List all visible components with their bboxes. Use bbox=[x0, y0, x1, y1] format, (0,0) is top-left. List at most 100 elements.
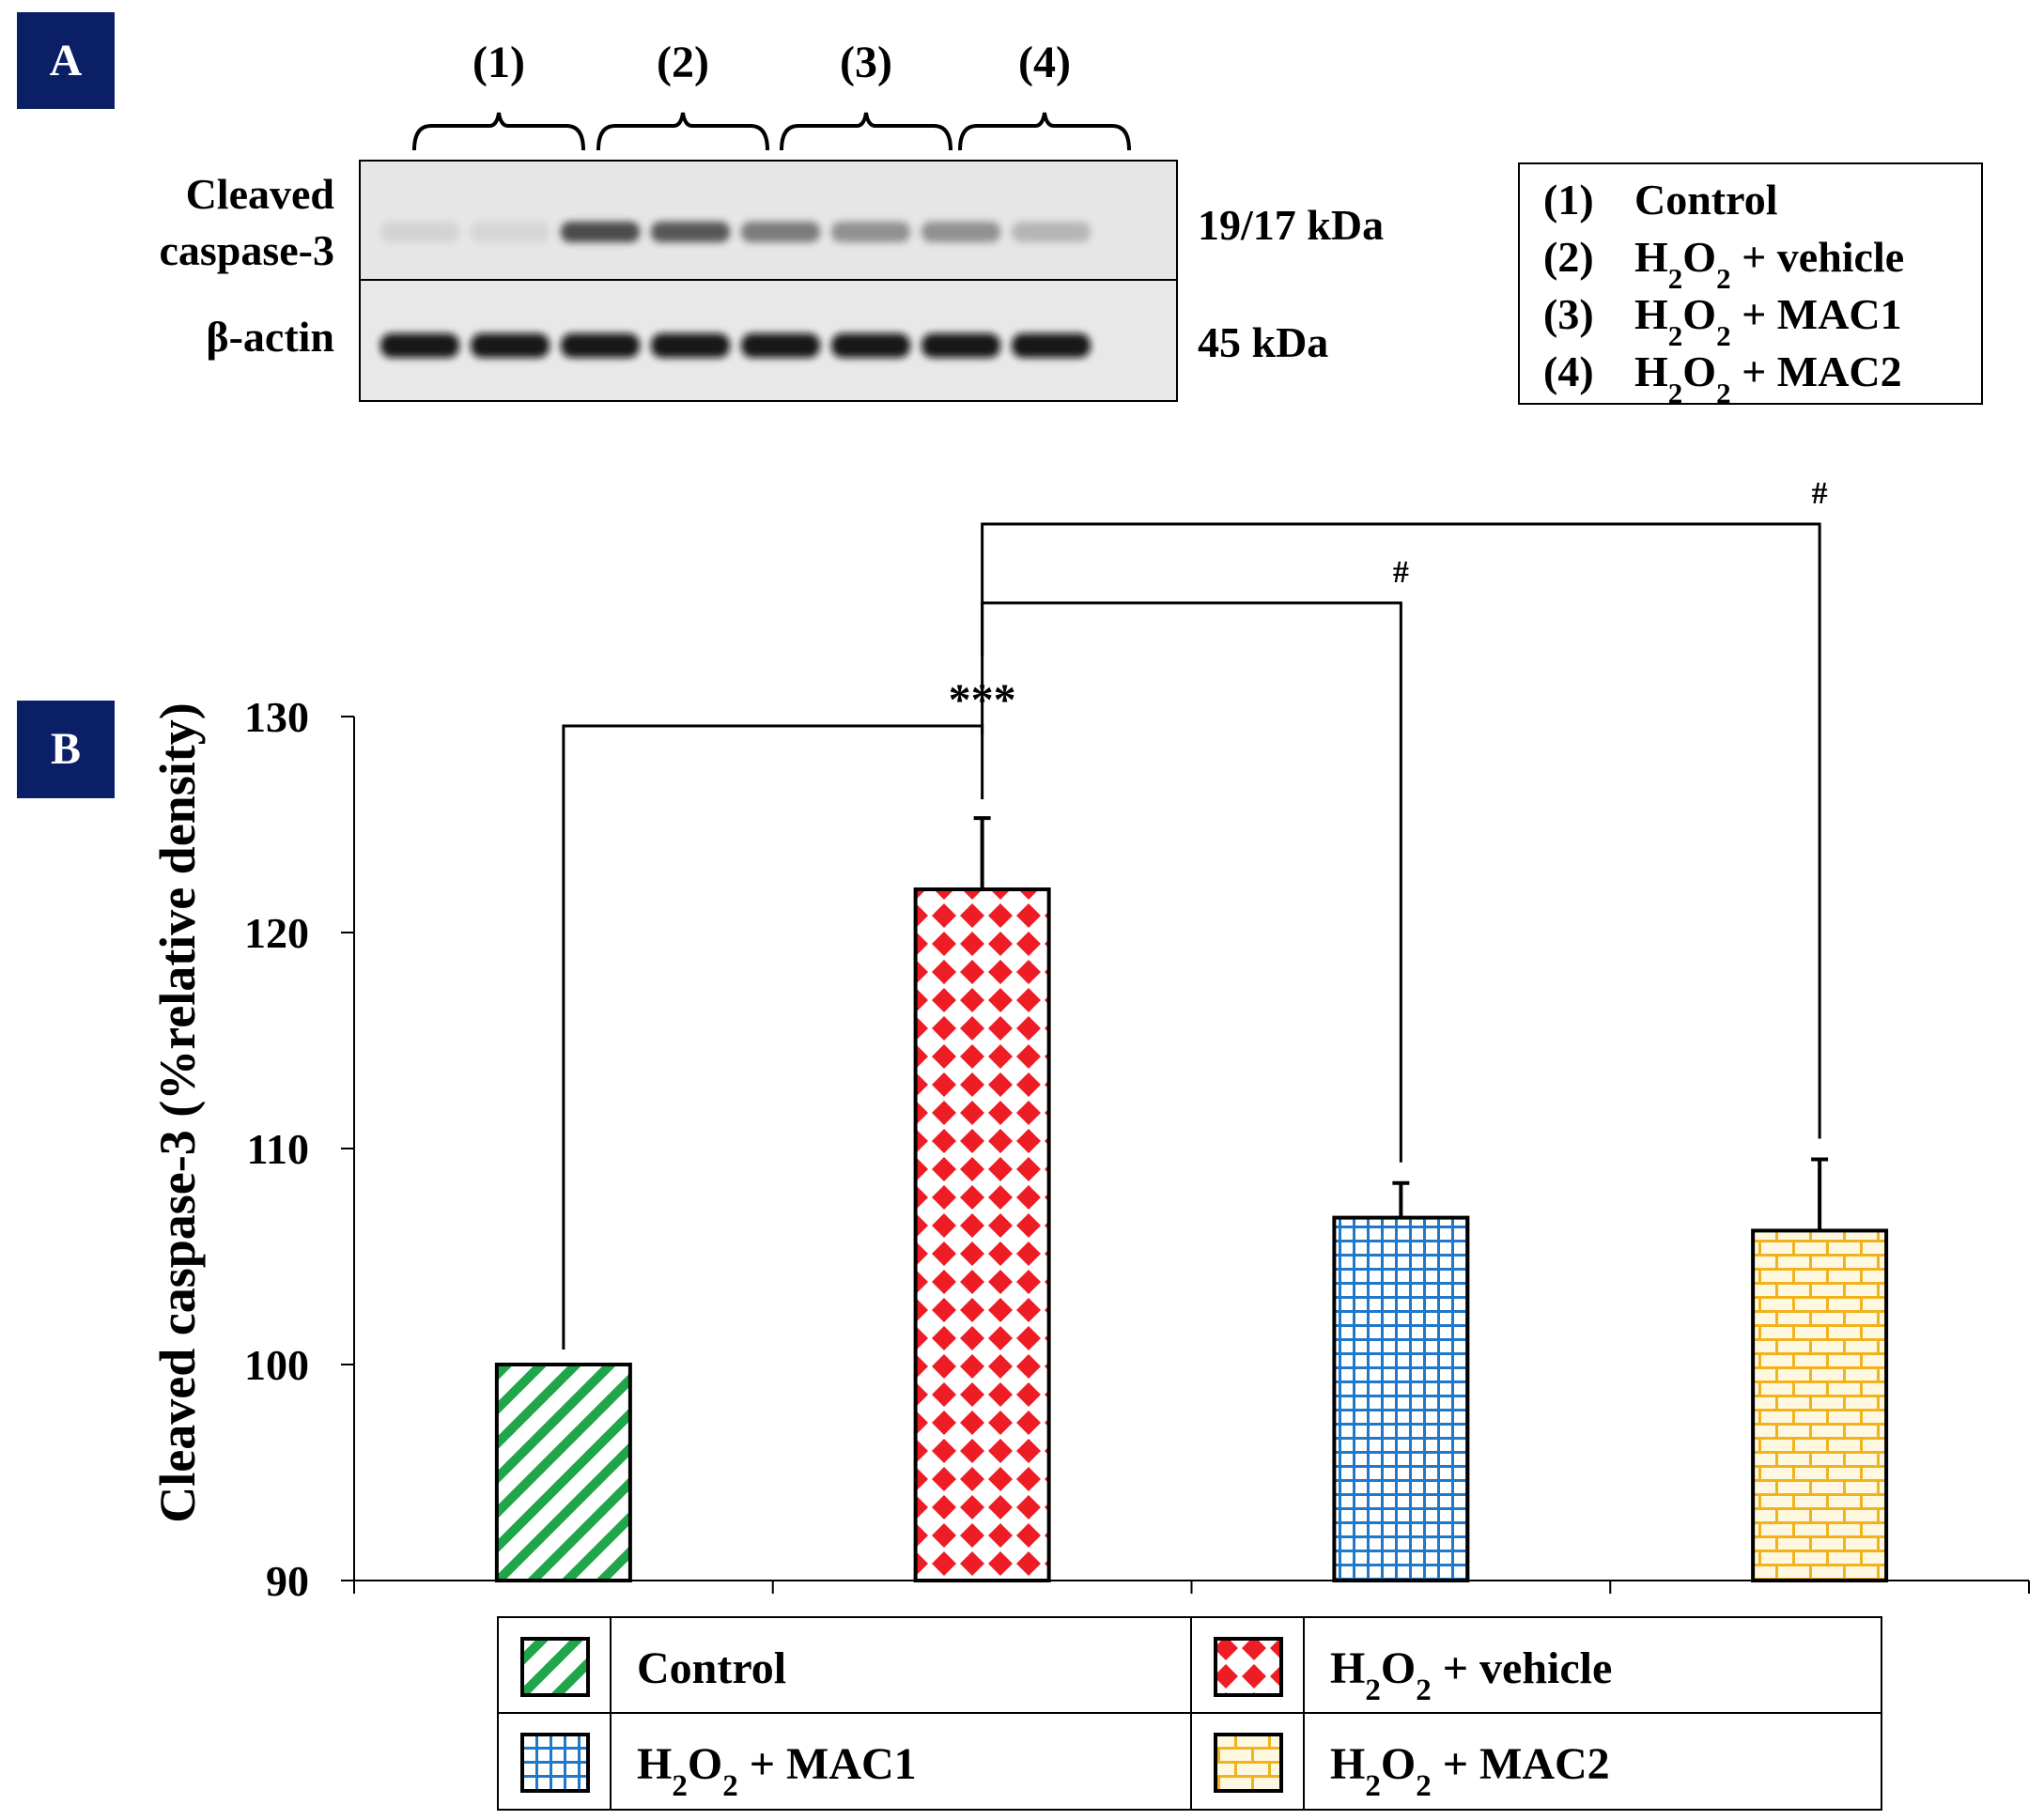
lane-group-label: (4) bbox=[1018, 38, 1071, 87]
blot-legend-label: H2O2 + MAC2 bbox=[1634, 347, 1902, 409]
legend-text-part: + MAC2 bbox=[1731, 347, 1902, 395]
legend-swatch bbox=[520, 1733, 590, 1793]
significance-label: # bbox=[1393, 555, 1409, 590]
caspase-band bbox=[471, 222, 550, 242]
lane-group-brace bbox=[780, 112, 952, 151]
bar bbox=[494, 1363, 632, 1582]
caspase-band-size: 19/17 kDa bbox=[1198, 201, 1384, 249]
lane-group-brace bbox=[958, 112, 1131, 151]
legend-text-part: 2 bbox=[1716, 319, 1731, 352]
lane-group-labels: (1) (2) (3) (4) bbox=[412, 38, 1131, 151]
caspase-blot bbox=[359, 160, 1178, 281]
legend-swatch bbox=[1214, 1733, 1283, 1793]
panel-a-label-box bbox=[17, 12, 115, 109]
blot-legend-number: (2) bbox=[1543, 233, 1594, 281]
legend-text-part: + MAC2 bbox=[1432, 1739, 1610, 1789]
legend-text-part: H bbox=[1330, 1643, 1365, 1693]
legend-text-part: 2 bbox=[1416, 1769, 1432, 1803]
actin-band bbox=[741, 333, 820, 358]
panel-b: B Cleaved caspase-3 (%relative density) … bbox=[17, 476, 2030, 1811]
actin-row-label: β-actin bbox=[206, 313, 334, 361]
actin-band bbox=[561, 333, 640, 358]
bar bbox=[1751, 1228, 1889, 1583]
legend-text-part: 2 bbox=[1365, 1673, 1381, 1707]
legend-text-part: 2 bbox=[1365, 1769, 1381, 1803]
y-tick-label: 120 bbox=[244, 909, 309, 957]
legend-text-part: 2 bbox=[1716, 377, 1731, 409]
lane-group-label: (1) bbox=[472, 38, 525, 87]
panel-a-label: A bbox=[50, 36, 83, 85]
legend-text-part: H bbox=[637, 1739, 672, 1789]
caspase-band bbox=[380, 222, 459, 242]
significance-label: # bbox=[1812, 476, 1828, 511]
legend-text-part: O bbox=[1682, 347, 1716, 395]
legend-text-part: H bbox=[1330, 1739, 1365, 1789]
y-tick-label: 110 bbox=[247, 1125, 309, 1173]
blot-legend-box bbox=[1518, 162, 1983, 405]
legend-text-part: + MAC1 bbox=[738, 1739, 917, 1789]
legend-text-part: H bbox=[1634, 290, 1668, 338]
legend-text-part: 2 bbox=[1416, 1673, 1432, 1707]
blot-legend-number: (3) bbox=[1543, 290, 1594, 338]
blot-bands bbox=[380, 222, 1091, 358]
legend-swatch bbox=[520, 1637, 590, 1697]
legend-text-part: 2 bbox=[1668, 319, 1683, 352]
y-tick-label: 130 bbox=[244, 693, 309, 741]
actin-band bbox=[1012, 333, 1091, 358]
panel-b-label: B bbox=[51, 724, 81, 774]
significance-bracket bbox=[562, 724, 984, 1350]
chart-legend-label: Control bbox=[637, 1643, 786, 1693]
legend-text-part: Control bbox=[1634, 176, 1778, 224]
caspase-band bbox=[831, 222, 910, 242]
y-tick-label: 100 bbox=[244, 1341, 309, 1389]
chart-legend-label: H2O2 + vehicle bbox=[1330, 1643, 1612, 1707]
legend-text-part: H bbox=[1634, 233, 1668, 281]
actin-band bbox=[831, 333, 910, 358]
legend-text-part: 2 bbox=[1668, 377, 1683, 409]
caspase-band bbox=[921, 222, 1000, 242]
legend-text-part: O bbox=[688, 1739, 722, 1789]
chart-legend-label: H2O2 + MAC1 bbox=[637, 1739, 917, 1803]
blot-legend-label: Control bbox=[1634, 176, 1778, 224]
significance-bracket bbox=[981, 601, 1402, 1163]
significance-bracket bbox=[981, 522, 1821, 1139]
legend-text-part: 2 bbox=[1668, 262, 1683, 295]
legend-text-part: O bbox=[1682, 290, 1716, 338]
lane-group-brace bbox=[412, 112, 585, 151]
actin-band bbox=[380, 333, 459, 358]
legend-text-part: + vehicle bbox=[1731, 233, 1905, 281]
y-axis-label: Cleaved caspase-3 (%relative density) bbox=[149, 702, 206, 1522]
bar bbox=[913, 887, 1051, 1582]
panel-a: A (1) (2) (3) (4) Cleaved caspase-3 β-actin… bbox=[17, 12, 1983, 409]
legend-text-part: 2 bbox=[672, 1769, 688, 1803]
legend-text-part: 2 bbox=[722, 1769, 738, 1803]
y-tick-label: 90 bbox=[266, 1557, 309, 1605]
legend-swatch bbox=[1214, 1637, 1283, 1697]
lane-group-brace bbox=[596, 112, 769, 151]
bar bbox=[1332, 1215, 1470, 1582]
legend-text-part: O bbox=[1682, 233, 1716, 281]
legend-text-part: Control bbox=[637, 1643, 786, 1693]
blot-legend-label: H2O2 + MAC1 bbox=[1634, 290, 1902, 352]
actin-band bbox=[651, 333, 730, 358]
lane-group-label: (3) bbox=[840, 38, 892, 87]
blot-legend-number: (1) bbox=[1543, 176, 1594, 224]
lane-group-label: (2) bbox=[657, 38, 709, 87]
blot-legend-label: H2O2 + vehicle bbox=[1634, 233, 1904, 295]
actin-band bbox=[471, 333, 550, 358]
legend-text-part: H bbox=[1634, 347, 1668, 395]
legend-text-part: + MAC1 bbox=[1731, 290, 1902, 338]
chart-legend-label: H2O2 + MAC2 bbox=[1330, 1739, 1610, 1803]
actin-band-size: 45 kDa bbox=[1198, 318, 1328, 366]
caspase-band bbox=[561, 222, 640, 242]
caspase-band bbox=[651, 222, 730, 242]
caspase-row-label-line2: caspase-3 bbox=[159, 226, 334, 274]
legend-text-part: + vehicle bbox=[1432, 1643, 1613, 1693]
caspase-band bbox=[741, 222, 820, 242]
legend-text-part: O bbox=[1381, 1739, 1416, 1789]
legend-text-part: 2 bbox=[1716, 262, 1731, 295]
caspase-row-label-line1: Cleaved bbox=[186, 170, 335, 218]
